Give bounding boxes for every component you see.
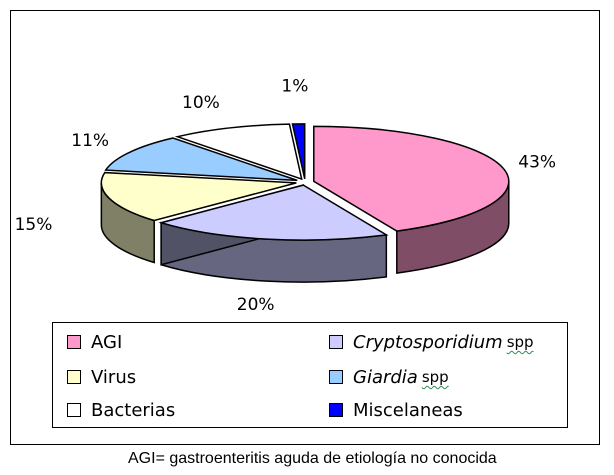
pie-slice — [291, 123, 306, 180]
pie-slice — [313, 125, 510, 232]
legend-label-suffix: spp — [506, 333, 534, 351]
legend-item: AGI — [67, 330, 122, 354]
data-label: 20% — [237, 295, 275, 315]
legend-label: Miscelaneas — [353, 399, 463, 421]
pie-slice — [100, 171, 297, 222]
legend-label: Cryptosporidium — [353, 331, 503, 353]
legend-swatch — [329, 370, 343, 384]
chart-frame — [10, 10, 600, 445]
legend-item: Miscelaneas — [329, 398, 463, 422]
legend-swatch — [67, 403, 81, 417]
legend-item: Virus — [67, 365, 136, 389]
legend-swatch — [67, 335, 81, 349]
data-label: 1% — [281, 76, 308, 96]
pie-slice — [104, 137, 298, 182]
legend-label: Virus — [91, 366, 137, 388]
chart-footnote: AGI= gastroenteritis aguda de etiología … — [128, 450, 497, 467]
data-label: 43% — [518, 152, 556, 172]
legend-label-suffix: spp — [421, 368, 449, 386]
data-label: 15% — [15, 215, 53, 235]
legend-item: Cryptosporidium spp — [329, 330, 534, 354]
legend-label: Giardia — [353, 366, 418, 388]
pie-slice — [174, 123, 303, 181]
legend-label: Bacterias — [91, 399, 176, 421]
legend-swatch — [67, 370, 81, 384]
data-label: 11% — [71, 131, 109, 151]
pie-chart: 43% 20% 15% 11% 10% 1% — [15, 76, 556, 315]
legend-label: AGI — [91, 331, 123, 353]
legend-swatch — [329, 335, 343, 349]
legend-swatch — [329, 403, 343, 417]
pie-slice — [158, 184, 389, 241]
data-label: 10% — [182, 93, 220, 113]
legend-item: Giardia spp — [329, 365, 449, 389]
legend-item: Bacterias — [67, 398, 175, 422]
chart-legend: AGI Cryptosporidium spp Virus Giardia spp Bact… — [52, 322, 568, 428]
